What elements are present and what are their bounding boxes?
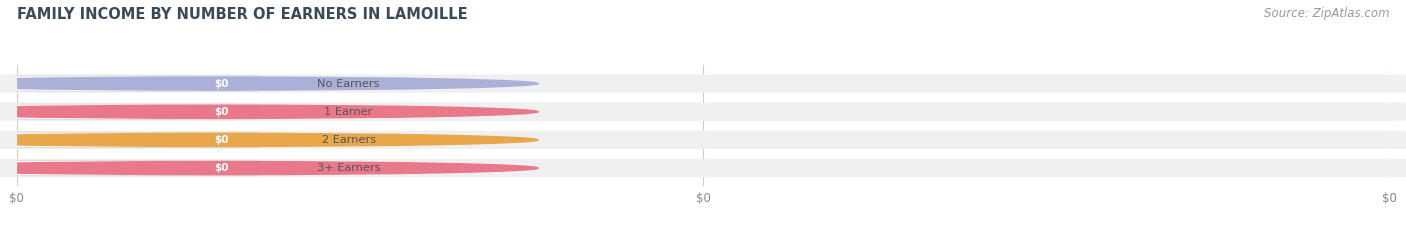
FancyBboxPatch shape bbox=[10, 76, 259, 91]
FancyBboxPatch shape bbox=[193, 77, 250, 90]
FancyBboxPatch shape bbox=[10, 132, 259, 147]
Text: 2 Earners: 2 Earners bbox=[322, 135, 375, 145]
Text: FAMILY INCOME BY NUMBER OF EARNERS IN LAMOILLE: FAMILY INCOME BY NUMBER OF EARNERS IN LA… bbox=[17, 7, 468, 22]
FancyBboxPatch shape bbox=[0, 131, 1406, 149]
Text: $0: $0 bbox=[214, 163, 229, 173]
Text: $0: $0 bbox=[214, 79, 229, 89]
FancyBboxPatch shape bbox=[10, 161, 259, 176]
Text: No Earners: No Earners bbox=[318, 79, 380, 89]
FancyBboxPatch shape bbox=[193, 105, 250, 118]
Text: $0: $0 bbox=[214, 135, 229, 145]
FancyBboxPatch shape bbox=[0, 159, 1406, 177]
FancyBboxPatch shape bbox=[0, 74, 1406, 93]
FancyBboxPatch shape bbox=[193, 161, 250, 175]
Text: Source: ZipAtlas.com: Source: ZipAtlas.com bbox=[1264, 7, 1389, 20]
Text: 1 Earner: 1 Earner bbox=[325, 107, 373, 117]
Text: $0: $0 bbox=[214, 107, 229, 117]
Circle shape bbox=[0, 105, 538, 118]
FancyBboxPatch shape bbox=[10, 104, 259, 119]
Circle shape bbox=[0, 77, 538, 90]
Circle shape bbox=[0, 133, 538, 147]
Circle shape bbox=[0, 161, 538, 175]
FancyBboxPatch shape bbox=[0, 103, 1406, 121]
FancyBboxPatch shape bbox=[193, 133, 250, 147]
Text: 3+ Earners: 3+ Earners bbox=[316, 163, 381, 173]
